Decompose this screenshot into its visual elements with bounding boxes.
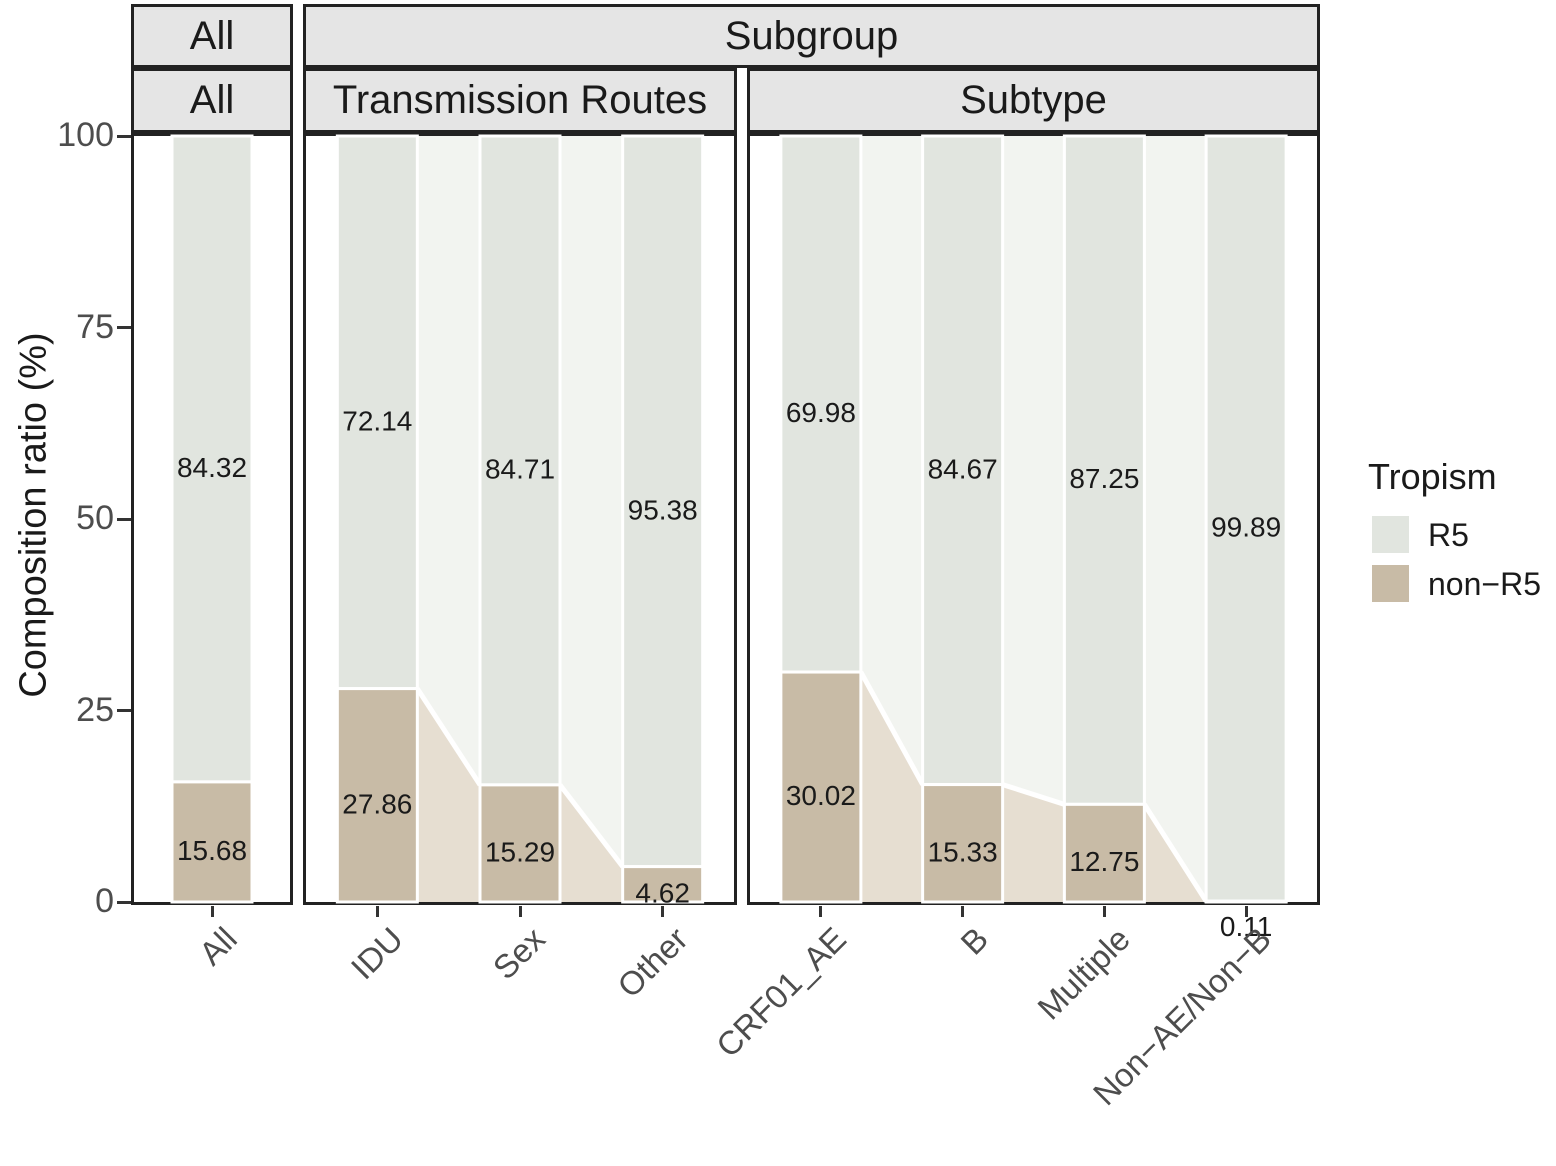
flow-non-r5 [560, 784, 623, 902]
facet-plot-1: 72.14 27.86 84.71 15.29 95.38 4.62 [335, 134, 705, 908]
flow-boundary [415, 687, 483, 787]
flow-boundary [858, 670, 925, 786]
x-tick-label: Sex [485, 920, 553, 987]
flow-boundary [1142, 802, 1209, 903]
bar-segment-r5 [170, 134, 254, 784]
legend-key-non-r5 [1372, 565, 1409, 602]
value-label-non-r5: 15.68 [177, 835, 247, 866]
legend-label-r5: R5 [1428, 517, 1469, 553]
x-tick-label: IDU [343, 920, 410, 987]
bar-segment-non-r5 [921, 783, 1005, 904]
y-tick-mark [117, 326, 131, 329]
value-label-r5: 84.67 [928, 453, 998, 484]
bar-segment-non-r5 [478, 783, 562, 904]
value-label-r5: 84.71 [485, 453, 555, 484]
bar-segment-non-r5 [335, 687, 419, 904]
value-label-r5: 69.98 [786, 397, 856, 428]
facet-plot-0: 84.32 15.68 [170, 134, 254, 904]
value-label-non-r5: 12.75 [1069, 846, 1139, 877]
x-tick-label: CRF01_AE [708, 920, 854, 1065]
x-tick-mark [661, 906, 665, 917]
facet-strip-subtype-label: Subtype [960, 78, 1107, 122]
x-tick-mark [1102, 906, 1106, 917]
flow-r5 [1144, 136, 1207, 902]
flow-r5 [417, 136, 480, 785]
facet-strip-transmission-routes-label: Transmission Routes [332, 78, 708, 122]
x-tick-mark [375, 906, 379, 917]
bar-segment-r5 [1062, 134, 1146, 806]
value-label-r5: 72.14 [342, 405, 412, 436]
y-tick-label: 100 [57, 116, 114, 154]
x-tick-label: Multiple [1029, 920, 1137, 1027]
y-tick-label: 50 [76, 499, 114, 537]
value-label-r5: 95.38 [628, 494, 698, 525]
y-tick-label: 0 [95, 882, 114, 920]
legend-title: Tropism [1368, 456, 1497, 497]
x-tick-label: All [192, 920, 245, 973]
x-tick-label: B [953, 920, 995, 962]
y-tick-label: 75 [76, 307, 114, 346]
y-tick-mark [117, 900, 131, 904]
value-label-non-r5: 27.86 [342, 788, 412, 819]
x-tick-mark [210, 906, 214, 917]
bar-segment-r5 [921, 134, 1005, 787]
flow-boundary [1001, 782, 1066, 807]
x-tick-mark [518, 906, 522, 917]
value-label-r5: 84.32 [177, 452, 247, 483]
flow-r5 [860, 136, 923, 785]
flow-non-r5 [1002, 784, 1065, 902]
flow-r5 [1002, 136, 1065, 805]
y-tick-mark [117, 517, 131, 521]
facet-strip-all-label: All [189, 78, 235, 122]
value-label-non-r5: 15.33 [928, 836, 998, 867]
facet-strip-subtype: Subtype [747, 68, 1320, 133]
flow-non-r5 [860, 672, 923, 902]
value-label-non-r5: 15.29 [485, 836, 555, 867]
x-tick-label: Other [610, 920, 695, 1005]
y-tick-mark [117, 709, 131, 712]
x-tick-mark [961, 906, 965, 917]
bar-segment-non-r5 [1204, 899, 1288, 904]
facet-panel-subtype: 69.98 30.02 84.67 15.33 87.25 12.75 99.89 0.11 [747, 133, 1320, 942]
x-tick-mark [1244, 906, 1248, 917]
facet-strip-all: All [131, 68, 293, 133]
facet-strip-all-outer-label: All [189, 13, 235, 58]
facet-strip-all-outer: All [131, 4, 293, 68]
flow-boundary [558, 783, 625, 869]
facet-strip-transmission-routes: Transmission Routes [303, 68, 737, 133]
bar-segment-r5 [1204, 134, 1288, 903]
bar-segment-non-r5 [170, 780, 254, 904]
y-tick-mark [117, 134, 131, 138]
flow-r5 [560, 136, 623, 867]
value-label-r5: 99.89 [1211, 512, 1281, 543]
facet-strip-subgroup: Subgroup [303, 4, 1320, 68]
value-label-r5: 87.25 [1069, 463, 1139, 494]
y-tick-label: 25 [76, 690, 114, 729]
bar-segment-non-r5 [1062, 802, 1146, 904]
value-label-non-r5: 30.02 [786, 780, 856, 811]
bar-segment-r5 [779, 134, 863, 674]
bar-segment-r5 [621, 134, 705, 869]
value-label-non-r5: 4.62 [635, 877, 690, 908]
bar-segment-non-r5 [779, 670, 863, 904]
facet-panel-transmission-routes: 72.14 27.86 84.71 15.29 95.38 4.62 [303, 133, 737, 908]
facet-strip-subgroup-label: Subgroup [724, 13, 899, 58]
legend-key-r5 [1372, 516, 1409, 553]
facet-panel-all: 84.32 15.68 [131, 133, 293, 905]
x-tick-mark [819, 906, 823, 917]
bar-segment-non-r5 [621, 865, 705, 904]
flow-non-r5 [417, 688, 480, 902]
legend-label-non-r5: non−R5 [1428, 566, 1541, 602]
